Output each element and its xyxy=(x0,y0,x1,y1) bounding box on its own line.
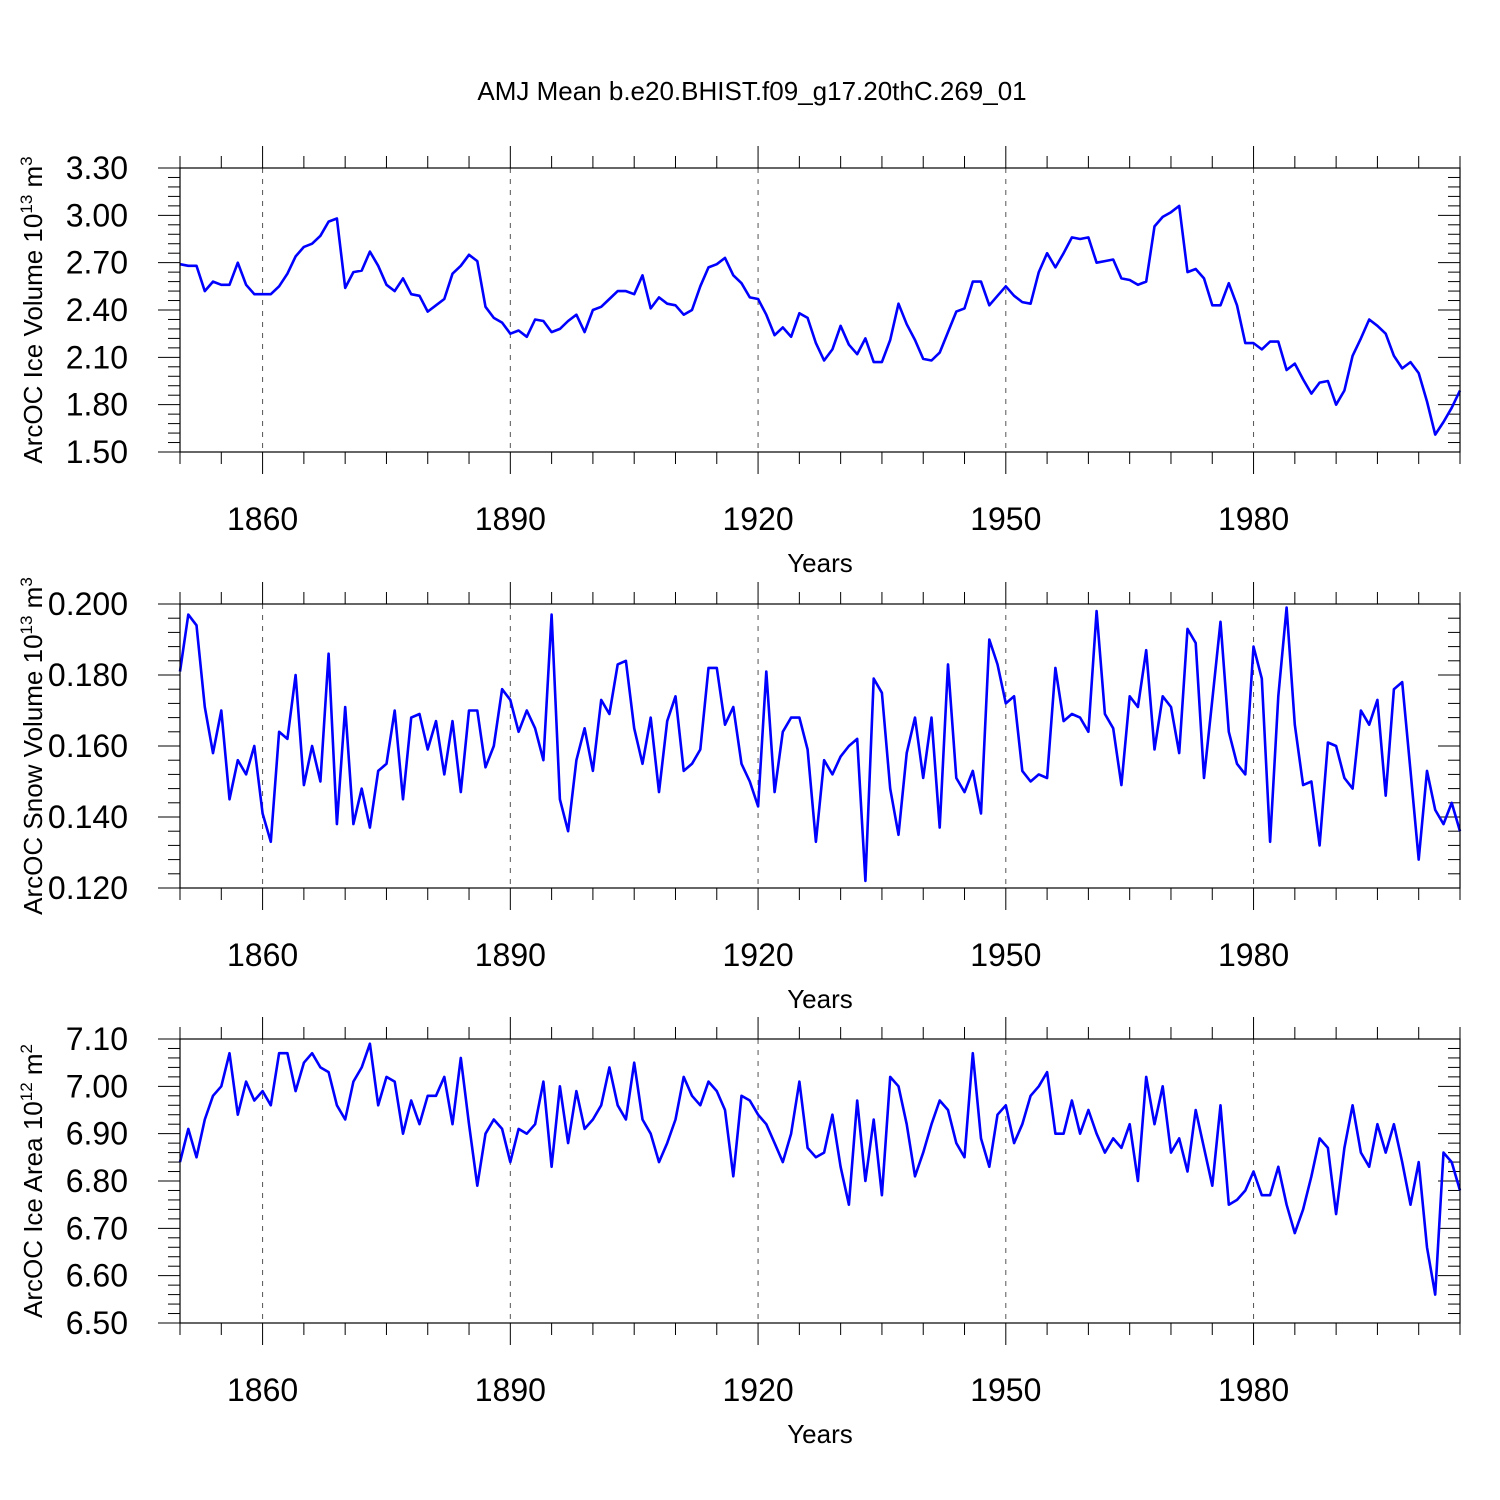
y-axis-label-exponent: 13 xyxy=(17,195,36,214)
y-axis-label-text: ArcOC Ice Area 10 xyxy=(18,1101,48,1318)
x-tick-label: 1890 xyxy=(475,937,546,973)
y-tick-label: 7.00 xyxy=(66,1068,128,1104)
y-axis-label-exponent: 13 xyxy=(17,616,36,635)
chart-title: AMJ Mean b.e20.BHIST.f09_g17.20thC.269_0… xyxy=(477,76,1026,106)
chart-panel-1: 3.30 3.00 2.70 2.40 2.10 1.80 1.50 1860 1890 1920… xyxy=(17,146,1462,578)
y-tick-label: 6.90 xyxy=(66,1116,128,1152)
x-axis-label: Years xyxy=(787,984,853,1014)
x-tick-label: 1950 xyxy=(970,937,1041,973)
x-tick-label: 1860 xyxy=(227,501,298,537)
y-axis-label: ArcOC Ice Volume 1013 m3 xyxy=(17,156,48,463)
y-axis-label-text: ArcOC Ice Volume 10 xyxy=(18,214,48,464)
y-tick-label: 0.140 xyxy=(48,799,128,835)
y-axis-label-unit-exponent: 3 xyxy=(17,577,36,586)
y-axis-label-exponent: 12 xyxy=(17,1082,36,1101)
y-tick-label: 6.70 xyxy=(66,1210,128,1246)
chart-panel-2: 0.200 0.180 0.160 0.140 0.120 1860 1890 1920 195… xyxy=(17,577,1462,1014)
y-axis-label: ArcOC Snow Volume 1013 m3 xyxy=(17,577,48,915)
x-axis-label: Years xyxy=(787,548,853,578)
y-tick-label: 0.180 xyxy=(48,657,128,693)
x-tick-label: 1980 xyxy=(1218,501,1289,537)
x-tick-label: 1920 xyxy=(722,1372,793,1408)
y-tick-label: 3.30 xyxy=(66,150,128,186)
y-tick-label: 2.40 xyxy=(66,292,128,328)
series-line-ice-area xyxy=(178,1042,1462,1296)
y-tick-label: 6.60 xyxy=(66,1258,128,1294)
series-line-snow-volume xyxy=(178,606,1462,883)
x-tick-label: 1860 xyxy=(227,1372,298,1408)
y-tick-label: 2.10 xyxy=(66,339,128,375)
y-axis-label-unit-exponent: 3 xyxy=(17,156,36,165)
y-tick-label: 0.160 xyxy=(48,728,128,764)
x-tick-label: 1860 xyxy=(227,937,298,973)
y-tick-label: 6.80 xyxy=(66,1163,128,1199)
y-tick-label: 7.10 xyxy=(66,1021,128,1057)
x-tick-label: 1890 xyxy=(475,501,546,537)
chart-panel-3: 7.10 7.00 6.90 6.80 6.70 6.60 6.50 1860 1890 1920… xyxy=(17,1017,1462,1449)
x-tick-label: 1950 xyxy=(970,501,1041,537)
x-tick-label: 1890 xyxy=(475,1372,546,1408)
y-tick-label: 2.70 xyxy=(66,245,128,281)
x-tick-label: 1980 xyxy=(1218,937,1289,973)
y-axis-label-text: ArcOC Snow Volume 10 xyxy=(18,634,48,914)
y-tick-label: 0.120 xyxy=(48,870,128,906)
y-axis-label-unit: m xyxy=(18,587,48,616)
x-axis-label: Years xyxy=(787,1419,853,1449)
y-axis-label-unit-exponent: 2 xyxy=(17,1044,36,1053)
x-tick-label: 1980 xyxy=(1218,1372,1289,1408)
y-axis-label-unit: m xyxy=(18,166,48,195)
y-tick-label: 1.50 xyxy=(66,434,128,470)
x-tick-label: 1950 xyxy=(970,1372,1041,1408)
y-axis-label: ArcOC Ice Area 1012 m2 xyxy=(17,1044,48,1318)
x-tick-label: 1920 xyxy=(722,501,793,537)
series-line-ice-volume xyxy=(179,204,1462,436)
y-axis-label-unit: m xyxy=(18,1053,48,1082)
plot-frame xyxy=(179,603,1461,889)
plot-frame xyxy=(179,167,1461,453)
x-tick-label: 1920 xyxy=(722,937,793,973)
y-tick-label: 1.80 xyxy=(66,387,128,423)
plot-frame xyxy=(179,1038,1461,1324)
y-tick-label: 3.00 xyxy=(66,197,128,233)
y-tick-label: 0.200 xyxy=(48,586,128,622)
y-tick-label: 6.50 xyxy=(66,1305,128,1341)
